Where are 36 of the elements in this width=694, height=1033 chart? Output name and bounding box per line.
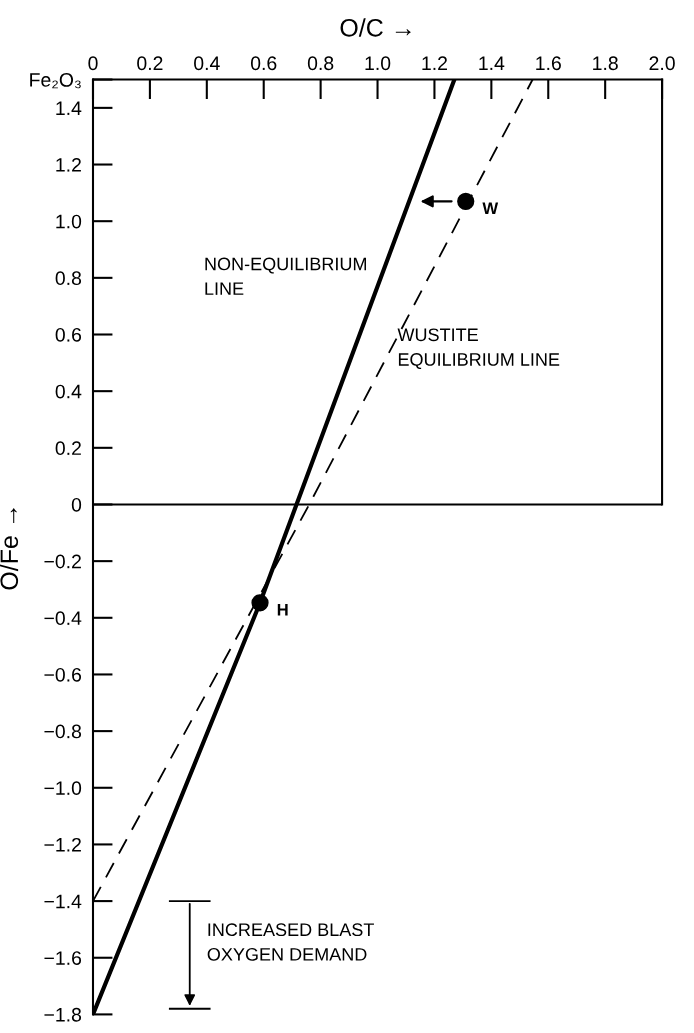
y-tick-label: 0.4	[55, 384, 82, 399]
y-tick-label: 1.0	[56, 214, 82, 229]
x-tick-label: 0.8	[307, 56, 334, 71]
y-tick-label: −1.4	[44, 894, 82, 909]
x-tick-label: 0.4	[194, 56, 220, 71]
x-tick-label: 1.2	[422, 56, 447, 70]
y-tick-label: −0.6	[44, 667, 82, 682]
x-tick-label: 0.2	[137, 56, 163, 71]
x-axis-title: O/C →	[340, 18, 411, 37]
y-tick-label: 0.8	[55, 271, 82, 286]
y-tick-label: 1.2	[56, 158, 81, 172]
annotation: NON-EQUILIBRIUM LINE	[205, 257, 366, 295]
y-tick-label: −1.6	[44, 951, 82, 965]
annotation: INCREASED BLAST OXYGEN DEMAND	[207, 923, 374, 961]
x-tick-label: 1.0	[365, 56, 391, 71]
annotation: H	[277, 603, 288, 616]
y-tick-label: −0.4	[44, 611, 82, 626]
y-tick-label: 1.4	[56, 101, 82, 115]
y-tick-label: −1.2	[44, 837, 81, 852]
y-axis-title: O/Fe →	[0, 508, 19, 590]
annotation: W	[482, 202, 499, 214]
y-tick-label: 0.2	[55, 441, 81, 456]
y-tick-label: −0.2	[44, 554, 81, 569]
annotation: WUSTITE EQUILIBRIUM LINE	[397, 328, 560, 370]
x-tick-label: 2.0	[649, 56, 675, 71]
x-tick-label: 0	[88, 56, 98, 71]
x-tick-label: 0.6	[250, 56, 277, 71]
x-tick-label: 1.4	[479, 56, 505, 70]
x-tick-label: 1.6	[536, 56, 561, 71]
x-tick-label: 1.8	[593, 56, 618, 71]
y-tick-label: −1.0	[44, 781, 82, 796]
y-tick-label: −1.8	[44, 1007, 82, 1022]
y-tick-label: 0.6	[55, 327, 82, 342]
y-tick-label: −0.8	[44, 724, 82, 739]
y-tick-label: Fe₂O₃	[30, 73, 81, 89]
y-tick-label: 0	[71, 497, 82, 512]
